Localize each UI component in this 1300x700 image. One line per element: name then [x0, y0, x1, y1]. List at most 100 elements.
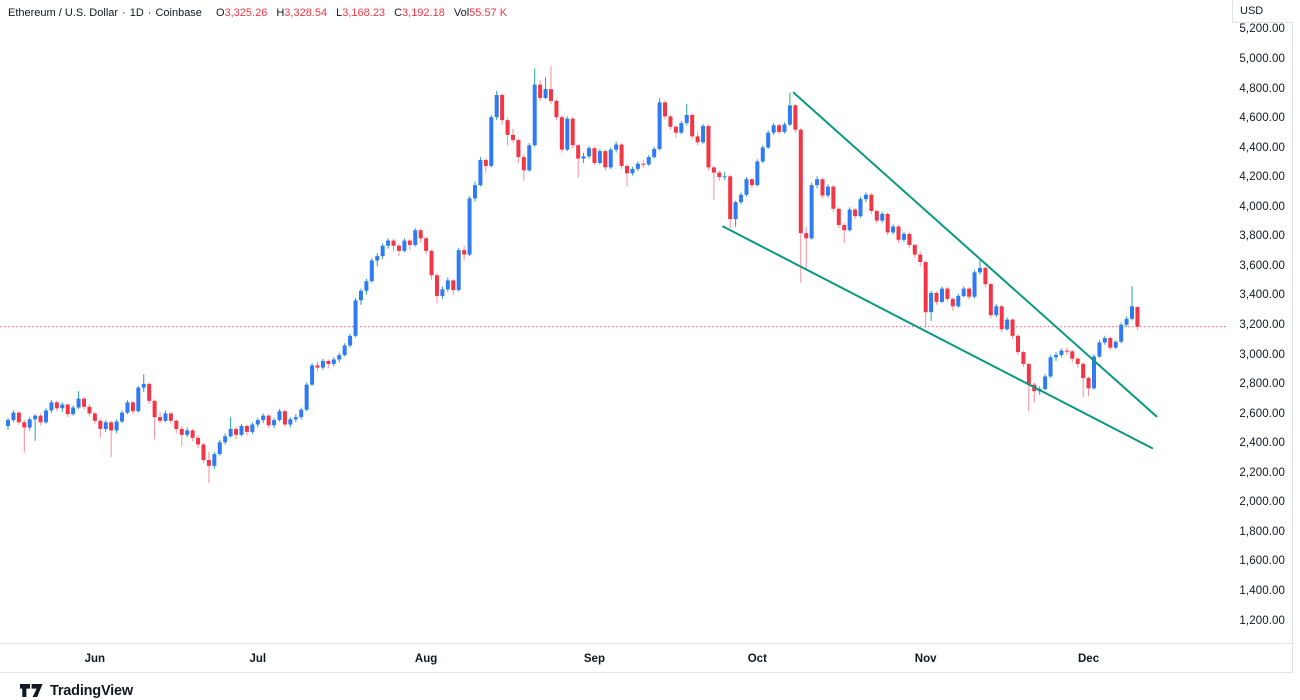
candle[interactable] [972, 270, 977, 299]
candle[interactable] [858, 196, 863, 218]
candle[interactable] [125, 400, 130, 415]
candle[interactable] [983, 266, 988, 288]
candle[interactable] [1005, 317, 1010, 331]
candle[interactable] [49, 400, 54, 413]
candle[interactable] [1075, 357, 1080, 368]
candle[interactable] [418, 228, 423, 243]
candle[interactable] [521, 154, 526, 181]
candle[interactable] [299, 407, 304, 420]
price-axis[interactable]: 5,200.00 5,000.00 4,800.00 4,600.00 4,400.00… [1232, 0, 1300, 672]
candle[interactable] [396, 244, 401, 257]
candle[interactable] [223, 433, 228, 445]
candle[interactable] [1086, 376, 1091, 397]
candle[interactable] [760, 145, 765, 163]
candle[interactable] [820, 177, 825, 199]
candle[interactable] [65, 403, 70, 418]
candle[interactable] [1130, 286, 1135, 321]
candle[interactable] [1135, 306, 1140, 331]
candle[interactable] [853, 208, 858, 220]
candle[interactable] [538, 80, 543, 101]
candle[interactable] [565, 116, 570, 152]
candle[interactable] [945, 287, 950, 302]
candle[interactable] [1032, 382, 1037, 403]
candle[interactable] [1124, 316, 1129, 327]
candle[interactable] [494, 90, 499, 121]
candle[interactable] [777, 123, 782, 135]
candle[interactable] [804, 227, 809, 271]
candle[interactable] [559, 115, 564, 153]
candle[interactable] [749, 177, 754, 189]
candle[interactable] [136, 386, 141, 413]
candle[interactable] [353, 298, 358, 338]
candle[interactable] [1059, 348, 1064, 358]
candle[interactable] [1015, 334, 1020, 356]
candle[interactable] [988, 282, 993, 319]
candle[interactable] [22, 420, 27, 453]
candle[interactable] [1064, 347, 1069, 356]
candle[interactable] [114, 419, 119, 434]
candle[interactable] [847, 207, 852, 232]
candle[interactable] [1043, 374, 1048, 391]
candle[interactable] [842, 222, 847, 243]
candle[interactable] [1021, 350, 1026, 367]
candle[interactable] [429, 249, 434, 280]
candle[interactable] [147, 382, 152, 404]
candle[interactable] [310, 363, 315, 387]
candle[interactable] [744, 177, 749, 197]
candle[interactable] [587, 145, 592, 159]
candle[interactable] [288, 417, 293, 428]
candle[interactable] [673, 125, 678, 138]
candle[interactable] [201, 442, 206, 463]
candle[interactable] [527, 143, 532, 172]
candle[interactable] [239, 423, 244, 437]
candle[interactable] [755, 159, 760, 187]
candle[interactable] [217, 440, 222, 456]
candle[interactable] [576, 143, 581, 178]
candle[interactable] [130, 400, 135, 415]
candle[interactable] [109, 420, 114, 458]
candle[interactable] [33, 414, 38, 441]
candle[interactable] [462, 245, 467, 261]
candle[interactable] [424, 236, 429, 255]
candle[interactable] [994, 304, 999, 318]
candle[interactable] [581, 152, 586, 163]
candle[interactable] [592, 146, 597, 166]
candle[interactable] [646, 154, 651, 166]
candle[interactable] [907, 232, 912, 248]
candle[interactable] [364, 278, 369, 295]
candle[interactable] [1108, 336, 1113, 350]
tradingview-logo[interactable]: TradingView [20, 682, 133, 700]
candle[interactable] [869, 193, 874, 214]
candle[interactable] [663, 100, 668, 120]
candle[interactable] [695, 131, 700, 146]
candle[interactable] [831, 185, 836, 212]
candle[interactable] [657, 97, 662, 151]
candle[interactable] [1081, 362, 1086, 398]
candle[interactable] [880, 211, 885, 223]
candle[interactable] [54, 400, 59, 412]
exchange-label[interactable]: Coinbase [155, 7, 202, 19]
candle[interactable] [771, 123, 776, 135]
candle[interactable] [92, 411, 97, 424]
candle[interactable] [407, 239, 412, 251]
candle[interactable] [1102, 335, 1107, 345]
candle[interactable] [891, 224, 896, 235]
candle[interactable] [516, 138, 521, 163]
candle[interactable] [71, 405, 76, 416]
candle[interactable] [82, 397, 87, 410]
candle[interactable] [196, 434, 201, 449]
candle[interactable] [331, 357, 336, 367]
candle[interactable] [98, 418, 103, 438]
candle[interactable] [185, 427, 190, 438]
candle[interactable] [38, 413, 43, 426]
candle[interactable] [711, 165, 716, 200]
candle[interactable] [1097, 340, 1102, 359]
candle[interactable] [815, 176, 820, 189]
candle[interactable] [380, 243, 385, 260]
candle[interactable] [901, 231, 906, 243]
candle[interactable] [244, 424, 249, 436]
candle[interactable] [505, 117, 510, 146]
candle[interactable] [434, 273, 439, 304]
candle[interactable] [483, 157, 488, 173]
